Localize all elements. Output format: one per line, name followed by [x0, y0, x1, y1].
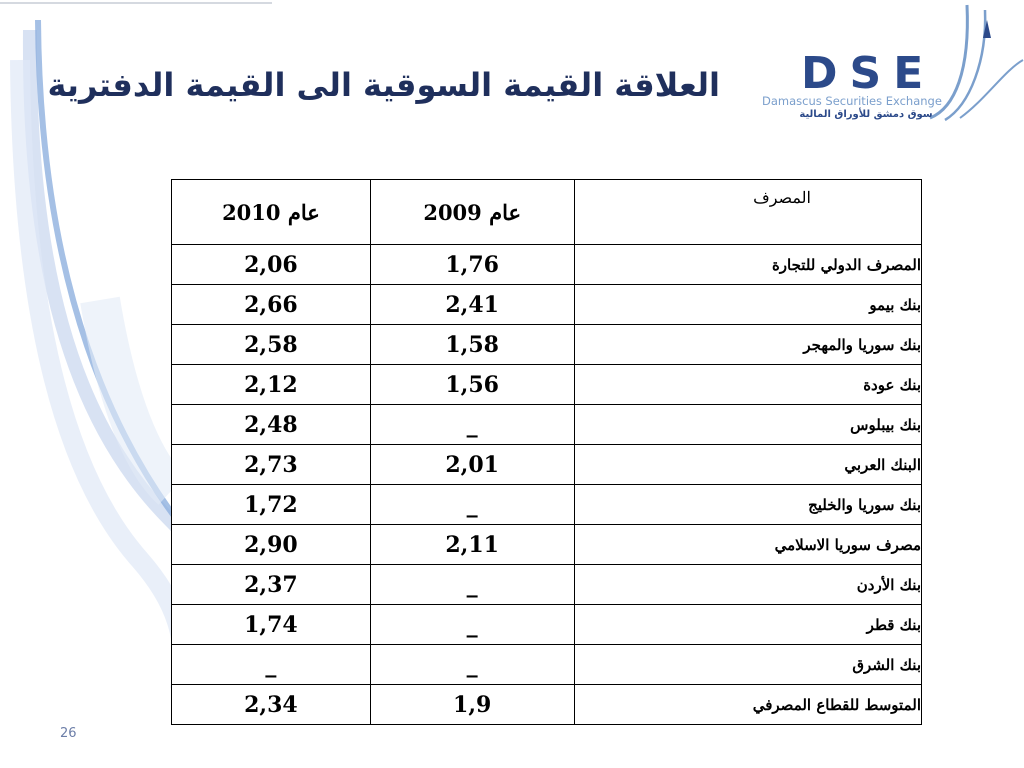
table-row-average: المتوسط للقطاع المصرفي 1,9 2,34 — [171, 684, 923, 725]
value-2009-cell: 2,11 — [369, 524, 575, 565]
bank-name-cell: بنك الشرق — [573, 644, 923, 685]
table-row: بنك قطر _ 1,74 — [171, 604, 923, 645]
table-row: بنك الأردن _ 2,37 — [171, 564, 923, 605]
table-row: المصرف الدولي للتجارة 1,76 2,06 — [171, 244, 923, 285]
header-bank: المصرف — [573, 179, 923, 245]
value-2009-cell: 1,58 — [369, 324, 575, 365]
value-2009-cell: _ — [369, 484, 575, 525]
table-header-row: المصرف عام 2009 عام 2010 — [171, 179, 923, 245]
table-row: مصرف سوريا الاسلامي 2,11 2,90 — [171, 524, 923, 565]
value-2009-cell: _ — [369, 564, 575, 605]
table-row: بنك سوريا والمهجر 1,58 2,58 — [171, 324, 923, 365]
value-2010-cell: _ — [171, 644, 371, 685]
value-2009-cell: _ — [369, 604, 575, 645]
logo-arabic-name: سوق دمشق للأوراق المالية — [799, 109, 933, 120]
bank-name-cell: بنك سوريا والمهجر — [573, 324, 923, 365]
value-2010-cell: 2,90 — [171, 524, 371, 565]
value-2009-cell: 2,01 — [369, 444, 575, 485]
logo-english-name: Damascus Securities Exchange — [762, 94, 942, 108]
value-2009-cell: _ — [369, 404, 575, 445]
bank-name-cell: بنك الأردن — [573, 564, 923, 605]
slide-title: العلاقة القيمة السوقية الى القيمة الدفتر… — [47, 66, 720, 104]
table-row: بنك سوريا والخليج _ 1,72 — [171, 484, 923, 525]
value-2009-cell: _ — [369, 644, 575, 685]
value-2010-cell: 1,72 — [171, 484, 371, 525]
bank-name-cell: البنك العربي — [573, 444, 923, 485]
table-row: بنك عودة 1,56 2,12 — [171, 364, 923, 405]
bank-name-cell: المتوسط للقطاع المصرفي — [573, 684, 923, 725]
table-row: بنك الشرق _ _ — [171, 644, 923, 685]
value-2009-cell: 1,9 — [369, 684, 575, 725]
value-2010-cell: 1,74 — [171, 604, 371, 645]
bank-name-cell: بنك عودة — [573, 364, 923, 405]
bank-name-cell: بنك بيبلوس — [573, 404, 923, 445]
logo-letters: DSE — [801, 48, 936, 99]
value-2009-cell: 1,56 — [369, 364, 575, 405]
market-to-book-table: المصرف عام 2009 عام 2010 المصرف الدولي ل… — [171, 179, 923, 725]
bank-name-cell: بنك سوريا والخليج — [573, 484, 923, 525]
value-2009-cell: 2,41 — [369, 284, 575, 325]
value-2010-cell: 2,58 — [171, 324, 371, 365]
header-year-2009: عام 2009 — [369, 179, 575, 245]
dse-logo — [929, 4, 1024, 122]
value-2010-cell: 2,73 — [171, 444, 371, 485]
bank-name-cell: المصرف الدولي للتجارة — [573, 244, 923, 285]
table-row: البنك العربي 2,01 2,73 — [171, 444, 923, 485]
bank-name-cell: بنك قطر — [573, 604, 923, 645]
page-number: 26 — [60, 726, 77, 741]
table-row: بنك بيمو 2,41 2,66 — [171, 284, 923, 325]
value-2010-cell: 2,34 — [171, 684, 371, 725]
value-2010-cell: 2,66 — [171, 284, 371, 325]
value-2010-cell: 2,48 — [171, 404, 371, 445]
value-2010-cell: 2,06 — [171, 244, 371, 285]
bank-name-cell: بنك بيمو — [573, 284, 923, 325]
value-2010-cell: 2,12 — [171, 364, 371, 405]
table-row: بنك بيبلوس _ 2,48 — [171, 404, 923, 445]
value-2010-cell: 2,37 — [171, 564, 371, 605]
value-2009-cell: 1,76 — [369, 244, 575, 285]
bank-name-cell: مصرف سوريا الاسلامي — [573, 524, 923, 565]
header-year-2010: عام 2010 — [171, 179, 371, 245]
